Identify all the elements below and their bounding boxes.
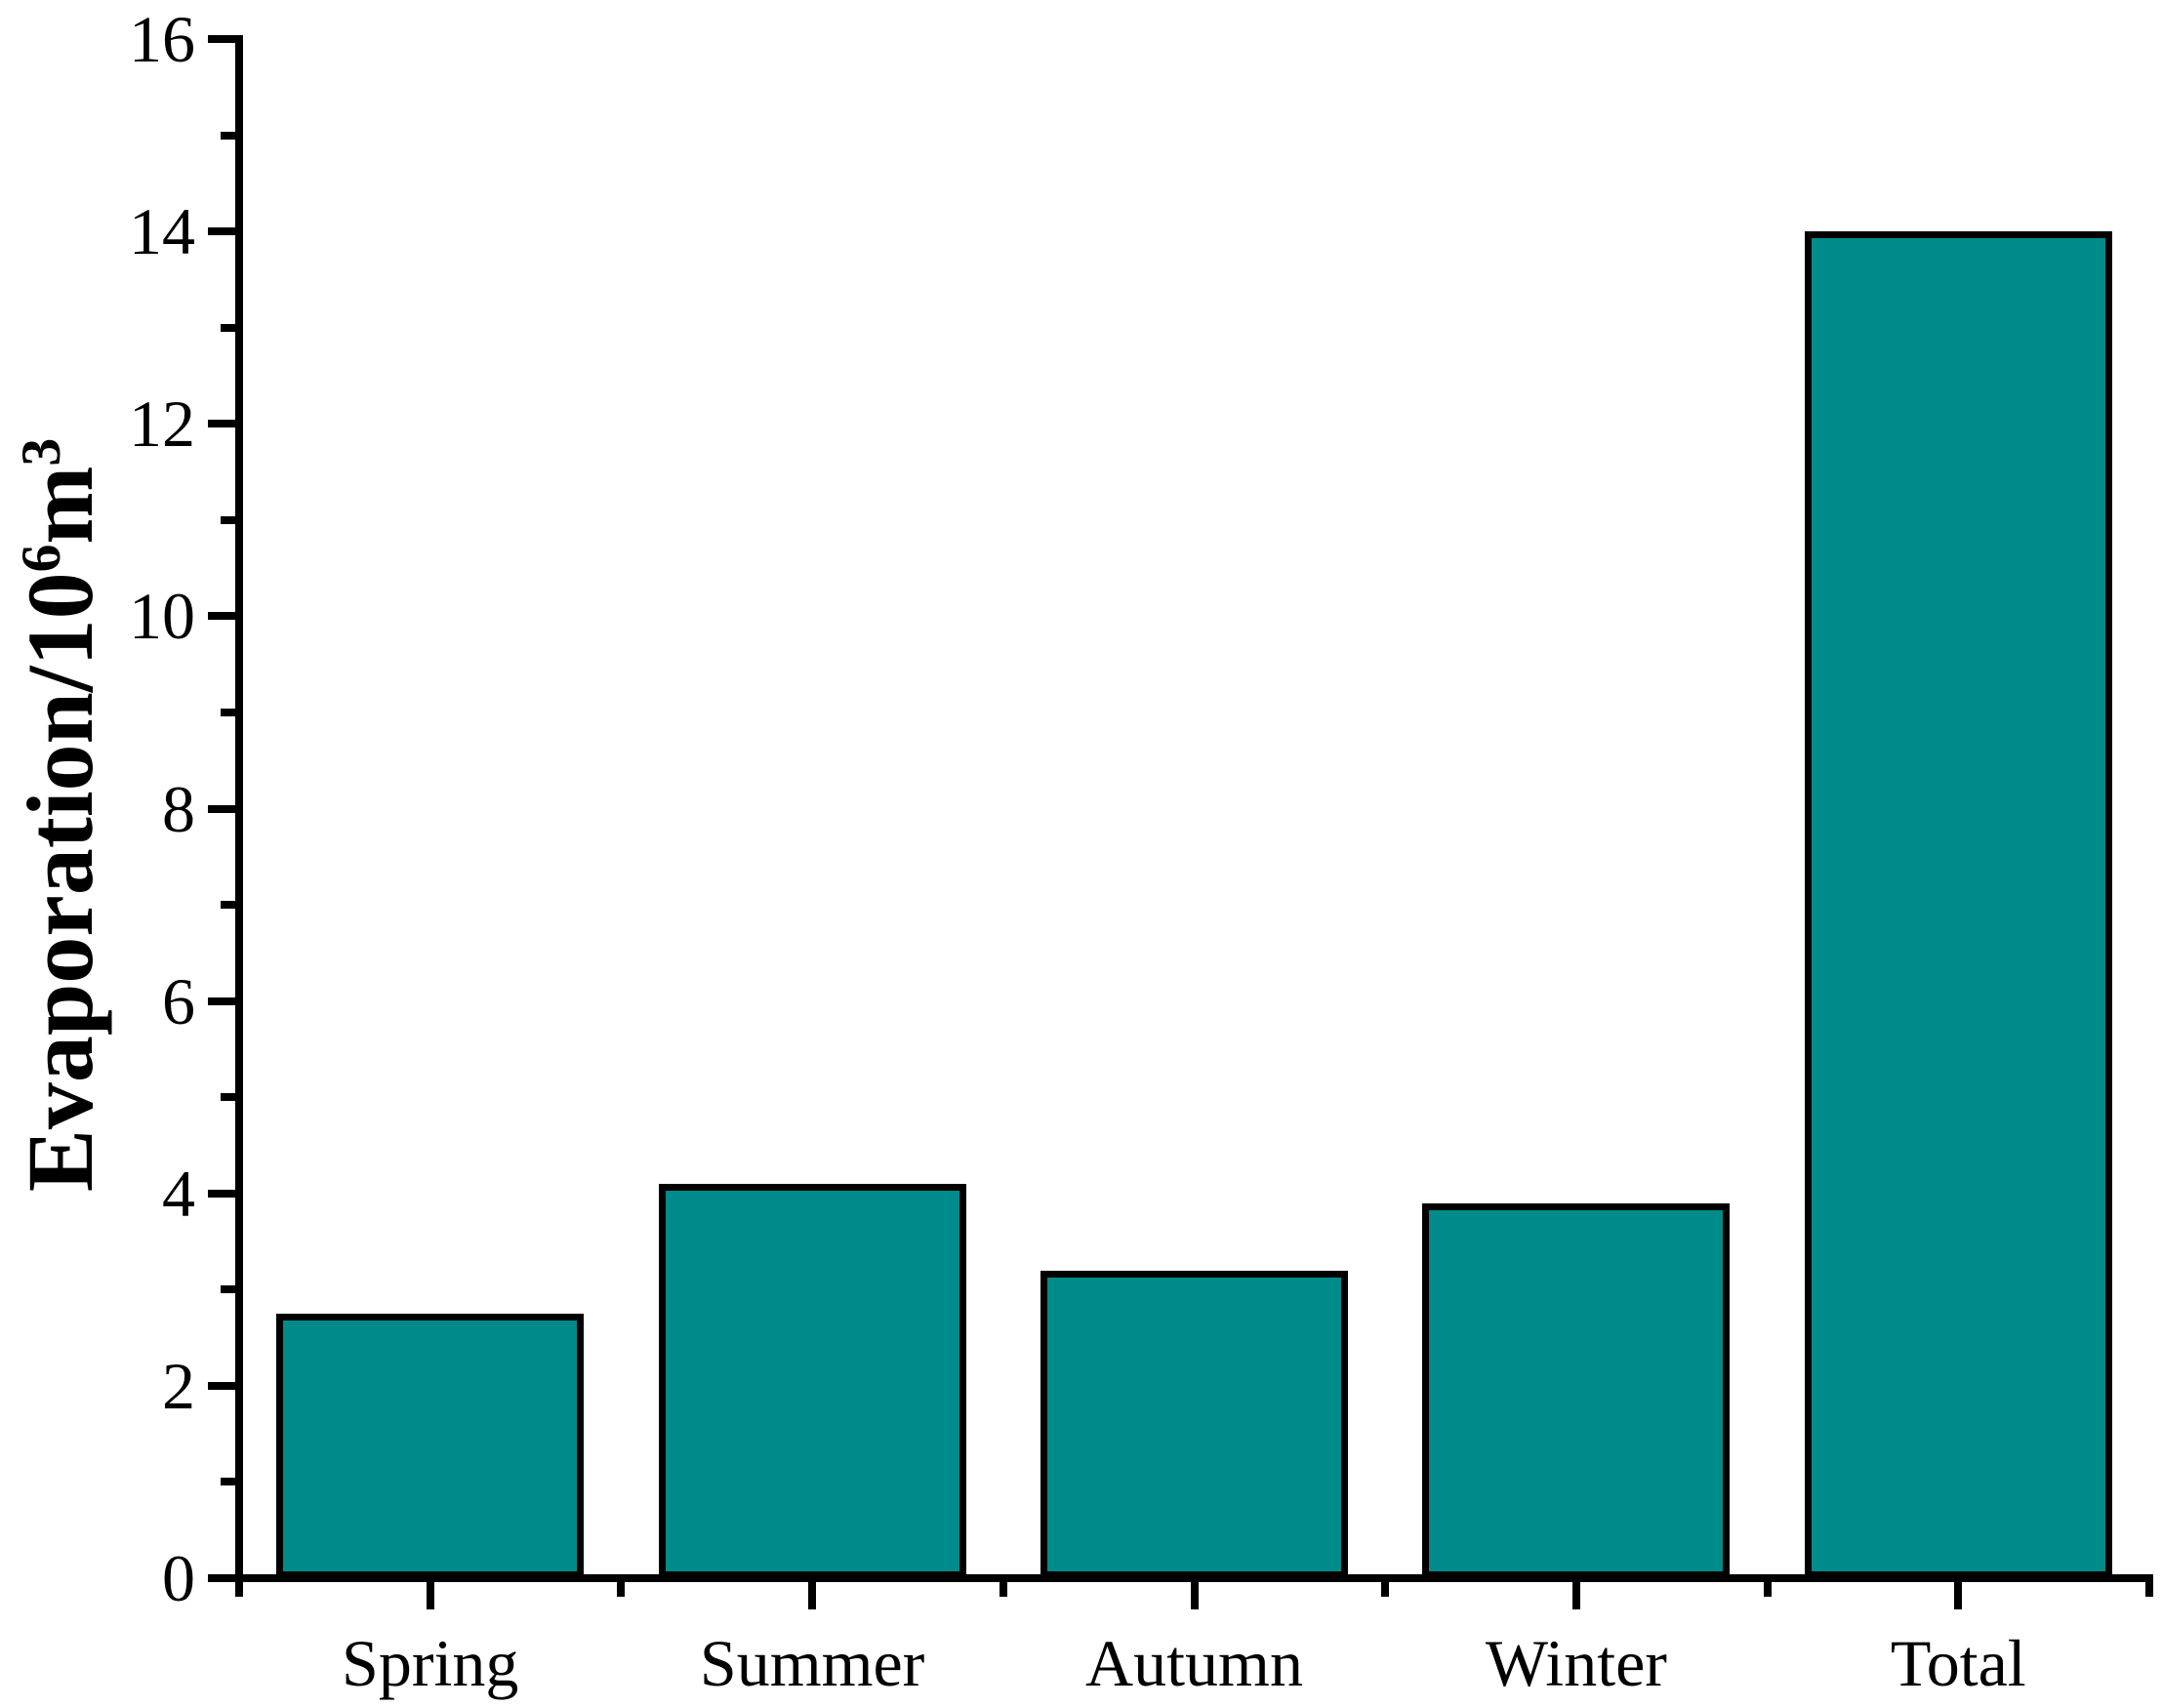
x-minor-tick-2 — [999, 1582, 1007, 1597]
y-major-tick-16 — [208, 35, 235, 43]
y-tick-label-4: 4 — [162, 1156, 195, 1231]
x-major-tick-autumn — [1190, 1582, 1199, 1609]
bar-autumn — [1040, 1270, 1348, 1578]
y-tick-label-8: 8 — [162, 771, 195, 846]
x-major-tick-total — [1954, 1582, 1963, 1609]
y-minor-tick-3 — [221, 1285, 235, 1294]
y-axis-line — [235, 35, 243, 1582]
y-minor-tick-13 — [221, 323, 235, 332]
bar-winter — [1422, 1202, 1731, 1578]
y-major-tick-12 — [208, 420, 235, 428]
y-minor-tick-7 — [221, 901, 235, 910]
y-tick-label-16: 16 — [129, 2, 195, 76]
y-tick-label-10: 10 — [129, 579, 195, 654]
y-tick-label-6: 6 — [162, 963, 195, 1038]
y-tick-label-2: 2 — [162, 1348, 195, 1423]
x-minor-tick-1 — [617, 1582, 626, 1597]
x-major-tick-summer — [808, 1582, 817, 1609]
x-minor-tick-0 — [235, 1582, 243, 1597]
y-major-tick-4 — [208, 1189, 235, 1198]
y-axis-title-exponent: 6 — [11, 544, 72, 573]
x-tick-label-winter: Winter — [1485, 1626, 1667, 1700]
y-minor-tick-5 — [221, 1093, 235, 1102]
x-tick-label-total: Total — [1890, 1626, 2026, 1700]
y-tick-label-0: 0 — [162, 1541, 195, 1615]
x-tick-label-autumn: Autumn — [1085, 1626, 1303, 1700]
x-major-tick-winter — [1571, 1582, 1580, 1609]
bar-total — [1804, 231, 2112, 1578]
x-minor-tick-4 — [1763, 1582, 1772, 1597]
y-major-tick-8 — [208, 804, 235, 813]
y-minor-tick-11 — [221, 515, 235, 524]
x-tick-label-summer: Summer — [699, 1626, 925, 1700]
bar-summer — [658, 1183, 966, 1578]
x-major-tick-spring — [426, 1582, 434, 1609]
x-minor-tick-5 — [2145, 1582, 2153, 1597]
bar-spring — [276, 1313, 585, 1578]
y-major-tick-6 — [208, 996, 235, 1005]
y-tick-label-14: 14 — [129, 194, 195, 269]
y-major-tick-14 — [208, 227, 235, 236]
y-axis-title-unit-exponent: 3 — [11, 437, 72, 467]
y-major-tick-10 — [208, 612, 235, 621]
y-major-tick-0 — [208, 1574, 235, 1582]
y-minor-tick-1 — [221, 1478, 235, 1486]
y-minor-tick-9 — [221, 708, 235, 716]
y-major-tick-2 — [208, 1381, 235, 1390]
x-tick-label-spring: Spring — [342, 1626, 519, 1700]
y-axis-title-unit: m — [8, 466, 112, 545]
x-axis-line — [235, 1574, 2153, 1582]
y-axis-title-text: Evaporation/10 — [8, 572, 112, 1193]
x-minor-tick-3 — [1381, 1582, 1390, 1597]
y-axis-title: Evaporation/106m3 — [8, 437, 112, 1192]
y-minor-tick-15 — [221, 131, 235, 140]
y-tick-label-12: 12 — [129, 386, 195, 462]
